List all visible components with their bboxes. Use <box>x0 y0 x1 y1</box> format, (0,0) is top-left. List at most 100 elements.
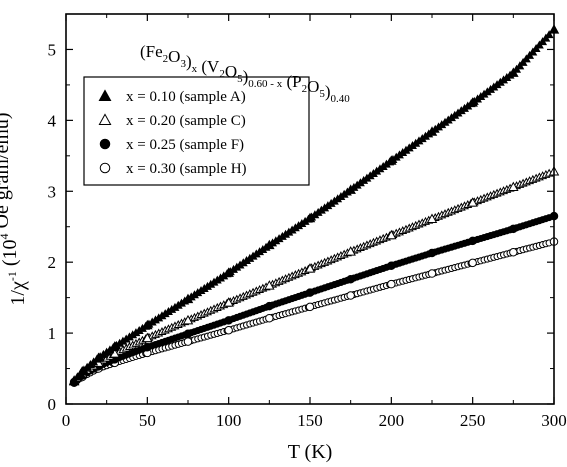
data-point <box>346 291 355 300</box>
legend-marker <box>99 162 111 174</box>
y-label-superscript: -1 <box>5 271 19 281</box>
data-point <box>264 239 275 250</box>
y-tick-label: 1 <box>48 324 57 343</box>
data-point <box>304 212 316 223</box>
data-point <box>182 293 194 304</box>
data-point <box>508 67 519 77</box>
legend-label: x = 0.20 (sample C) <box>126 113 246 129</box>
data-point <box>509 248 518 257</box>
data-point <box>387 261 396 270</box>
formula-part: ) <box>186 52 192 71</box>
data-point <box>305 302 315 312</box>
formula-part: O <box>307 77 319 96</box>
formula-subscript: 2 <box>163 53 169 65</box>
formula-part: ) <box>243 67 249 86</box>
formula-part: (Fe <box>140 42 163 61</box>
data-point <box>182 314 194 325</box>
data-point <box>345 184 356 194</box>
y-label-part: 1/χ <box>7 281 29 306</box>
legend-label: x = 0.30 (sample H) <box>126 161 247 177</box>
data-point <box>386 155 397 165</box>
formula-part: ) <box>325 82 331 101</box>
data-point <box>224 326 233 335</box>
data-point <box>265 313 274 323</box>
x-axis-label: T (K) <box>288 441 333 463</box>
y-axis-label: 1/χ-1 (104 Oe gram/emu) <box>0 112 29 305</box>
y-tick-label: 5 <box>48 40 57 59</box>
data-point <box>426 213 438 223</box>
series-x-0-10-sample-a- <box>68 24 560 385</box>
data-point <box>509 224 518 234</box>
data-point <box>68 375 80 385</box>
formula-subscript: 0.60 - x <box>248 78 282 90</box>
x-tick-label: 150 <box>297 411 323 430</box>
data-point <box>508 181 519 192</box>
data-point <box>304 263 316 273</box>
series-x-0-30-sample-h- <box>69 237 559 387</box>
data-point <box>427 269 437 278</box>
formula-subscript: 0.40 <box>331 93 351 105</box>
legend-marker <box>99 138 111 150</box>
y-tick-label: 3 <box>48 182 57 201</box>
formula-part: O <box>225 62 237 81</box>
legend-marker <box>98 113 112 125</box>
data-point <box>386 229 397 240</box>
legend-marker <box>98 89 112 101</box>
formula-part: (V <box>197 57 220 76</box>
data-point <box>427 248 437 258</box>
data-point <box>265 301 274 311</box>
data-point <box>544 30 554 39</box>
data-point <box>77 365 88 376</box>
y-tick-label: 0 <box>48 395 57 414</box>
data-point <box>387 279 396 289</box>
chart-title-formula: (Fe2O3)x (V2O5)0.60 - x (P2O5)0.40 <box>140 42 350 105</box>
x-tick-label: 50 <box>139 411 156 430</box>
legend-label: x = 0.10 (sample A) <box>126 89 246 105</box>
legend: x = 0.10 (sample A) x = 0.20 (sample C) x … <box>83 76 310 186</box>
x-tick-label: 250 <box>460 411 486 430</box>
legend-box <box>83 76 310 186</box>
data-point <box>223 297 234 307</box>
y-tick-label: 2 <box>48 253 57 272</box>
formula-part: (P <box>282 72 301 91</box>
x-tick-label: 100 <box>216 411 242 430</box>
y-tick-label: 4 <box>48 111 57 130</box>
series-x-0-25-sample-f- <box>69 211 559 387</box>
x-tick-label: 0 <box>62 411 71 430</box>
data-point <box>183 329 193 339</box>
data-point <box>143 343 152 352</box>
y-label-superscript: 4 <box>0 233 11 239</box>
data-point <box>305 288 315 297</box>
data-point <box>346 274 355 284</box>
data-point <box>426 126 438 136</box>
formula-part: O <box>168 47 180 66</box>
formula-subscript: x <box>192 63 198 75</box>
formula-subscript: 2 <box>302 83 308 95</box>
formula-subscript: 3 <box>180 58 186 70</box>
plot-area <box>68 24 560 387</box>
data-point <box>468 258 477 268</box>
data-point <box>264 280 275 290</box>
y-label-part: Oe gram/emu) <box>0 112 13 233</box>
data-point <box>468 236 477 246</box>
data-point <box>142 332 153 343</box>
data-point <box>93 352 104 362</box>
x-tick-label: 200 <box>379 411 405 430</box>
formula-subscript: 2 <box>219 68 225 80</box>
data-point <box>345 246 356 256</box>
data-point <box>224 316 233 325</box>
y-label-part: (10 <box>0 239 21 271</box>
legend-label: x = 0.25 (sample F) <box>126 137 244 153</box>
data-point <box>467 197 478 207</box>
data-point <box>223 267 234 277</box>
data-point <box>109 341 121 351</box>
data-point <box>467 97 478 107</box>
series-x-0-20-sample-c- <box>68 165 560 386</box>
formula-subscript: 5 <box>237 73 243 85</box>
x-tick-label: 300 <box>541 411 567 430</box>
data-point <box>142 319 153 330</box>
data-point <box>183 337 193 346</box>
formula-subscript: 5 <box>319 88 325 100</box>
